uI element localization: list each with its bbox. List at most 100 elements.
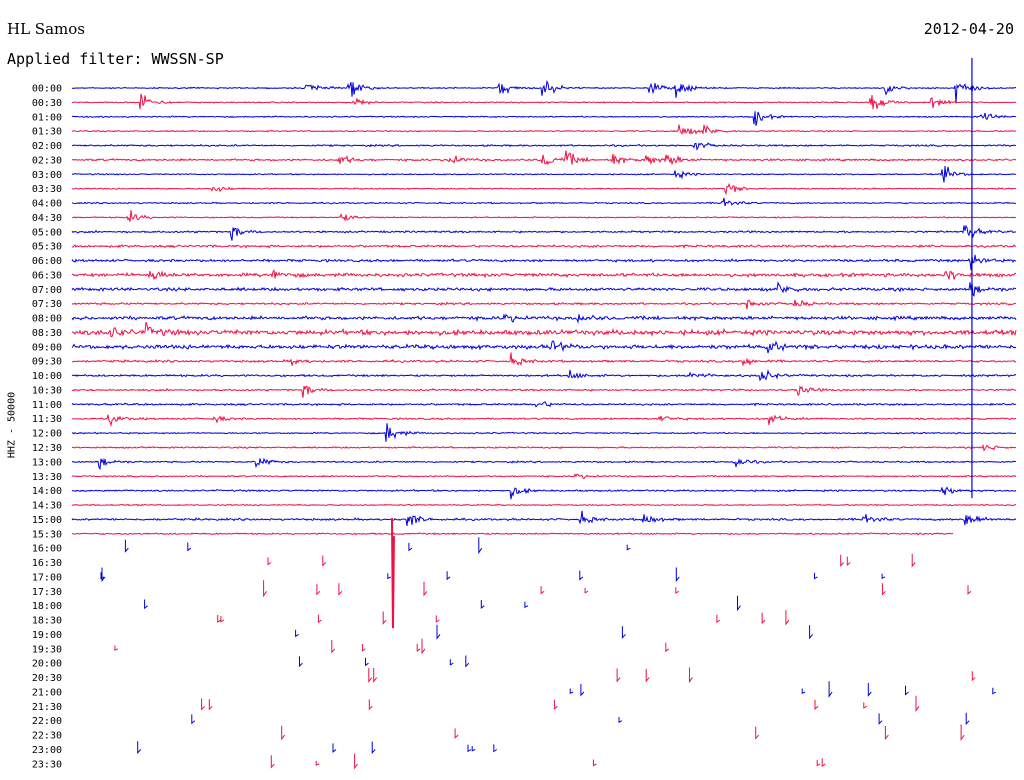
gap-marker [992, 687, 997, 695]
row-time-label: 16:00 [32, 544, 62, 555]
row-time-label: 07:00 [32, 285, 62, 296]
seismic-trace-0200 [71, 142, 1017, 151]
gap-marker [579, 570, 584, 581]
seismic-trace-1030 [71, 385, 1017, 398]
gap-marker [967, 585, 972, 595]
gap-marker [331, 640, 336, 654]
gap-marker [915, 695, 920, 713]
gap-marker [584, 587, 589, 594]
gap-marker [665, 642, 670, 653]
seismic-trace-1200 [71, 423, 1017, 442]
gap-marker [478, 537, 483, 555]
gap-marker [785, 610, 790, 626]
gap-marker [317, 614, 322, 624]
row-time-label: 08:30 [32, 328, 62, 339]
gap-marker [208, 699, 213, 711]
gap-marker [263, 580, 268, 598]
gap-marker [408, 542, 413, 552]
seismic-trace-0730 [71, 299, 1017, 310]
gap-marker [191, 714, 196, 725]
seismic-trace-0700 [71, 281, 1017, 297]
gap-marker [801, 688, 806, 695]
gap-marker [480, 600, 485, 610]
seismic-trace-0100 [71, 111, 1017, 126]
row-time-label: 23:00 [32, 745, 62, 756]
gap-marker [270, 755, 275, 769]
gap-marker [878, 713, 883, 725]
large-amplitude-spike [390, 518, 395, 629]
seismic-trace-0500 [71, 224, 1017, 241]
gap-marker [867, 683, 872, 697]
gap-marker [267, 557, 272, 566]
row-time-label: 18:30 [32, 616, 62, 627]
row-time-label: 01:30 [32, 127, 62, 138]
seismic-trace-1300 [71, 457, 1017, 471]
gap-marker [689, 667, 693, 684]
gap-marker [217, 615, 221, 624]
gap-marker [809, 625, 813, 640]
applied-filter: Applied filter: WWSSN-SP [7, 50, 224, 68]
row-time-label: 10:00 [32, 371, 62, 382]
row-time-label: 20:00 [32, 659, 62, 670]
seismic-trace-0930 [71, 352, 1017, 367]
row-time-label: 08:00 [32, 314, 62, 325]
seismic-trace-1400 [71, 486, 1017, 500]
gap-marker [454, 728, 459, 739]
gap-marker [814, 572, 818, 580]
gap-marker [368, 668, 373, 683]
row-time-label: 03:00 [32, 170, 62, 181]
gap-marker [569, 688, 574, 695]
row-time-label: 21:00 [32, 687, 62, 698]
seismic-trace-0330 [71, 182, 1017, 196]
gap-marker [616, 668, 621, 683]
gap-marker [371, 741, 376, 754]
gap-marker [299, 656, 303, 668]
gap-marker [971, 671, 976, 682]
row-time-label: 02:30 [32, 155, 62, 166]
row-time-label: 14:30 [32, 501, 62, 512]
gap-marker [828, 681, 833, 698]
gap-marker [626, 544, 631, 551]
row-time-label: 06:30 [32, 270, 62, 281]
seismic-trace-1000 [71, 369, 1017, 382]
row-time-label: 10:30 [32, 385, 62, 396]
gap-marker [905, 685, 909, 696]
row-time-label: 15:30 [32, 529, 62, 540]
gap-marker [436, 624, 441, 640]
row-time-label: 22:00 [32, 716, 62, 727]
row-time-label: 23:30 [32, 759, 62, 770]
gap-marker [965, 712, 970, 726]
gap-marker [840, 554, 845, 567]
seismic-trace-1430 [71, 503, 1017, 507]
row-time-label: 05:00 [32, 227, 62, 238]
row-time-label: 00:00 [32, 84, 62, 95]
seismic-trace-0600 [71, 254, 1017, 271]
gap-marker [295, 629, 299, 638]
gap-marker [365, 657, 369, 667]
record-date: 2012-04-20 [923, 20, 1014, 38]
gap-marker [471, 746, 476, 752]
seismic-trace-1100 [71, 401, 1017, 408]
gap-marker [100, 572, 105, 580]
gap-marker [960, 724, 965, 741]
gap-marker [449, 659, 454, 666]
seismic-trace-0900 [71, 340, 1017, 354]
seismic-trace-0430 [71, 210, 1017, 222]
gap-marker [881, 583, 886, 596]
seismic-trace-0630 [71, 269, 1017, 281]
row-time-label: 01:00 [32, 112, 62, 123]
row-time-label: 19:30 [32, 644, 62, 655]
row-time-label: 04:30 [32, 213, 62, 224]
gap-marker [421, 638, 426, 655]
gap-marker [144, 599, 148, 610]
gap-marker [373, 668, 378, 683]
gap-marker [124, 539, 129, 553]
gap-marker [416, 643, 421, 652]
gap-marker [618, 717, 623, 724]
row-time-label: 09:00 [32, 342, 62, 353]
gap-marker [114, 645, 119, 651]
gap-marker [281, 725, 286, 741]
gap-marker [316, 584, 321, 596]
gap-marker [863, 702, 868, 709]
